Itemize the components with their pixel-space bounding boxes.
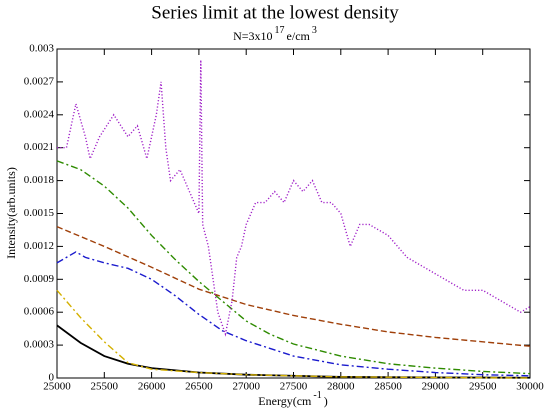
- x-tick-label: 25000: [43, 381, 71, 393]
- y-tick-label: 0.0018: [24, 174, 55, 186]
- x-tick-label: 27000: [232, 381, 260, 393]
- plot-frame: [56, 48, 531, 379]
- x-axis-label: Energy(cm -1): [258, 390, 327, 407]
- y-tick-label: 0.0015: [24, 207, 55, 219]
- y-tick-label: 0.0024: [24, 108, 55, 120]
- x-tick-label: 29500: [469, 381, 497, 393]
- x-tick-label: 26000: [138, 381, 166, 393]
- y-axis-label: Intensity(arb.units): [4, 167, 18, 259]
- series-line: [56, 251, 531, 377]
- text-part: Energy(cm: [258, 394, 312, 408]
- text-part: N=3x10: [233, 29, 272, 43]
- chart-title: Series limit at the lowest density: [151, 2, 399, 23]
- text-part: e/cm: [287, 29, 311, 43]
- y-tick-label: 0.0027: [24, 75, 55, 87]
- series-line: [57, 59, 531, 337]
- superscript: 17: [275, 25, 285, 36]
- series-line: [56, 226, 531, 347]
- y-tick-label: 0.0009: [24, 273, 55, 285]
- x-tick-label: 29000: [422, 381, 450, 393]
- y-tick-label: 0: [49, 372, 55, 384]
- x-tick-label: 28000: [327, 381, 355, 393]
- y-tick-label: 0.0012: [24, 240, 54, 252]
- y-tick-label: 0.0021: [24, 141, 54, 153]
- x-tick-label: 26500: [185, 381, 213, 393]
- series-line: [56, 289, 531, 379]
- superscript: 3: [312, 25, 317, 36]
- x-tick-label: 30000: [516, 381, 544, 393]
- chart-subtitle: N=3x10 17 e/cm 3: [233, 25, 317, 42]
- y-tick-label: 0.0006: [24, 306, 55, 318]
- x-tick-label: 27500: [280, 381, 308, 393]
- text-part: ): [324, 394, 328, 408]
- y-tick-label: 0.0003: [24, 339, 55, 351]
- x-tick-label: 28500: [374, 381, 402, 393]
- superscript: -1: [313, 390, 321, 401]
- x-tick-label: 25500: [91, 381, 119, 393]
- y-tick-label: 0.003: [29, 43, 54, 55]
- series-line: [56, 160, 531, 375]
